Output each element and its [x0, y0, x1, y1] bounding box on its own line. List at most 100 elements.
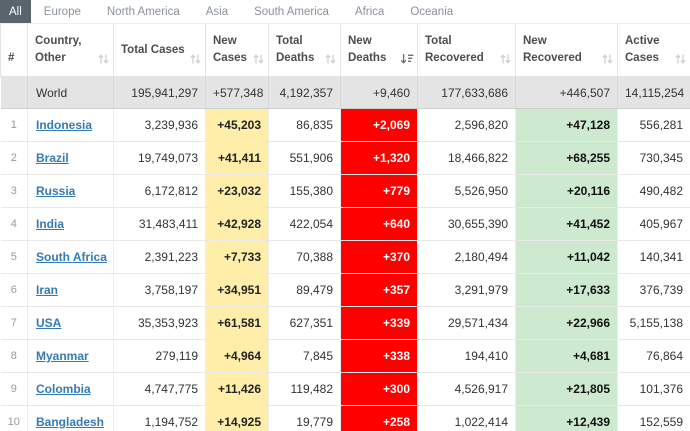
cell-active-cases: 14,115,254 — [617, 76, 690, 109]
cell-total-recovered: 2,596,820 — [417, 108, 516, 142]
cell-country: Myanmar — [27, 339, 114, 373]
cell-country: Colombia — [27, 372, 114, 406]
tab-oceania[interactable]: Oceania — [410, 5, 454, 18]
country-link[interactable]: Iran — [36, 283, 59, 297]
country-link[interactable]: Myanmar — [36, 349, 89, 363]
cell-new-deaths: +338 — [340, 339, 418, 373]
sort-updown-icon — [189, 53, 202, 65]
cell-total-cases: 2,391,223 — [113, 240, 206, 274]
cell-country: Bangladesh — [27, 405, 114, 431]
cell-total-recovered: 1,022,414 — [417, 405, 516, 431]
cell-new-recovered: +47,128 — [515, 108, 618, 142]
cell-new-recovered: +21,805 — [515, 372, 618, 406]
country-link[interactable]: Bangladesh — [36, 415, 105, 429]
table-row: 7 USA 35,353,923 +61,581 627,351 +339 29,571,4… — [0, 306, 690, 340]
cell-active-cases: 730,345 — [617, 141, 690, 175]
cell-country: World — [27, 76, 114, 109]
col-header-label: Total Cases — [121, 43, 185, 56]
cell-total-cases: 1,194,752 — [113, 405, 206, 431]
cell-active-cases: 152,559 — [617, 405, 690, 431]
cell-total-recovered: 4,526,917 — [417, 372, 516, 406]
country-link[interactable]: India — [36, 217, 65, 231]
cell-total-cases: 35,353,923 — [113, 306, 206, 340]
country-link[interactable]: Indonesia — [36, 118, 93, 132]
tab-asia[interactable]: Asia — [205, 5, 229, 18]
tab-south-america[interactable]: South America — [254, 5, 329, 18]
cell-active-cases: 140,341 — [617, 240, 690, 274]
col-header-total-recovered[interactable]: Total Recovered — [417, 23, 516, 77]
cell-rank — [0, 76, 28, 109]
col-header-active-cases[interactable]: Active Cases — [617, 23, 690, 77]
cell-new-deaths: +339 — [340, 306, 418, 340]
col-header-new-deaths[interactable]: New Deaths — [340, 23, 418, 77]
cell-new-deaths: +300 — [340, 372, 418, 406]
table-row: 2 Brazil 19,749,073 +41,411 551,906 +1,320 18,… — [0, 141, 690, 175]
cell-new-cases: +23,032 — [205, 174, 269, 208]
cell-total-deaths: 7,845 — [268, 339, 341, 373]
cell-new-cases: +34,951 — [205, 273, 269, 307]
tab-africa[interactable]: Africa — [354, 5, 385, 18]
cell-new-deaths: +779 — [340, 174, 418, 208]
cell-total-recovered: 177,633,686 — [417, 76, 516, 109]
cell-total-cases: 3,758,197 — [113, 273, 206, 307]
cell-total-deaths: 551,906 — [268, 141, 341, 175]
cell-total-cases: 195,941,297 — [113, 76, 206, 109]
cell-new-recovered: +22,966 — [515, 306, 618, 340]
cell-new-recovered: +17,633 — [515, 273, 618, 307]
col-header-country[interactable]: Country, Other — [27, 23, 114, 77]
cell-active-cases: 376,739 — [617, 273, 690, 307]
tab-europe[interactable]: Europe — [43, 5, 81, 18]
cell-rank: 10 — [0, 405, 28, 431]
cell-new-recovered: +446,507 — [515, 76, 618, 109]
table-header: # Country, Other Total Cases New Cases Total… — [0, 23, 690, 77]
col-header-new-recovered[interactable]: New Recovered — [515, 23, 618, 77]
country-link[interactable]: Brazil — [36, 151, 69, 165]
col-header-label: Active Cases — [625, 35, 660, 64]
cell-active-cases: 101,376 — [617, 372, 690, 406]
table-row: 4 India 31,483,411 +42,928 422,054 +640 30,655… — [0, 207, 690, 241]
cell-new-recovered: +12,439 — [515, 405, 618, 431]
col-header-rank: # — [0, 23, 28, 77]
cell-new-deaths: +9,460 — [340, 76, 418, 109]
cell-new-cases: +42,928 — [205, 207, 269, 241]
col-header-label: New Deaths — [348, 35, 387, 64]
cell-total-deaths: 19,779 — [268, 405, 341, 431]
sort-updown-icon — [674, 53, 687, 65]
cell-active-cases: 76,864 — [617, 339, 690, 373]
col-header-new-cases[interactable]: New Cases — [205, 23, 269, 77]
cell-total-cases: 6,172,812 — [113, 174, 206, 208]
sort-updown-icon — [97, 53, 110, 65]
cell-new-cases: +14,925 — [205, 405, 269, 431]
cell-total-recovered: 29,571,434 — [417, 306, 516, 340]
col-header-label: Country, Other — [35, 35, 82, 64]
table-row: 3 Russia 6,172,812 +23,032 155,380 +779 5,526,… — [0, 174, 690, 208]
country-link[interactable]: South Africa — [36, 250, 107, 264]
cell-new-recovered: +41,452 — [515, 207, 618, 241]
cell-new-recovered: +68,255 — [515, 141, 618, 175]
cell-new-cases: +41,411 — [205, 141, 269, 175]
cell-rank: 2 — [0, 141, 28, 175]
cell-active-cases: 405,967 — [617, 207, 690, 241]
cell-total-deaths: 4,192,357 — [268, 76, 341, 109]
world-row: World 195,941,297 +577,348 4,192,357 +9,460 1… — [0, 76, 690, 109]
country-link[interactable]: Colombia — [36, 382, 91, 396]
cell-rank: 9 — [0, 372, 28, 406]
col-header-label: # — [8, 52, 15, 65]
cell-country: USA — [27, 306, 114, 340]
cell-new-deaths: +1,320 — [340, 141, 418, 175]
cell-new-deaths: +640 — [340, 207, 418, 241]
col-header-total-cases[interactable]: Total Cases — [113, 23, 206, 77]
cell-rank: 8 — [0, 339, 28, 373]
country-link[interactable]: USA — [36, 316, 62, 330]
col-header-total-deaths[interactable]: Total Deaths — [268, 23, 341, 77]
cell-total-deaths: 422,054 — [268, 207, 341, 241]
tab-all[interactable]: All — [0, 0, 31, 23]
cell-rank: 6 — [0, 273, 28, 307]
sort-updown-icon — [601, 53, 614, 65]
country-link[interactable]: Russia — [36, 184, 76, 198]
tab-north-america[interactable]: North America — [106, 5, 180, 18]
col-header-label: Total Recovered — [425, 35, 484, 64]
table-row: 1 Indonesia 3,239,936 +45,203 86,835 +2,069 2,… — [0, 108, 690, 142]
cell-new-deaths: +2,069 — [340, 108, 418, 142]
cell-rank: 5 — [0, 240, 28, 274]
